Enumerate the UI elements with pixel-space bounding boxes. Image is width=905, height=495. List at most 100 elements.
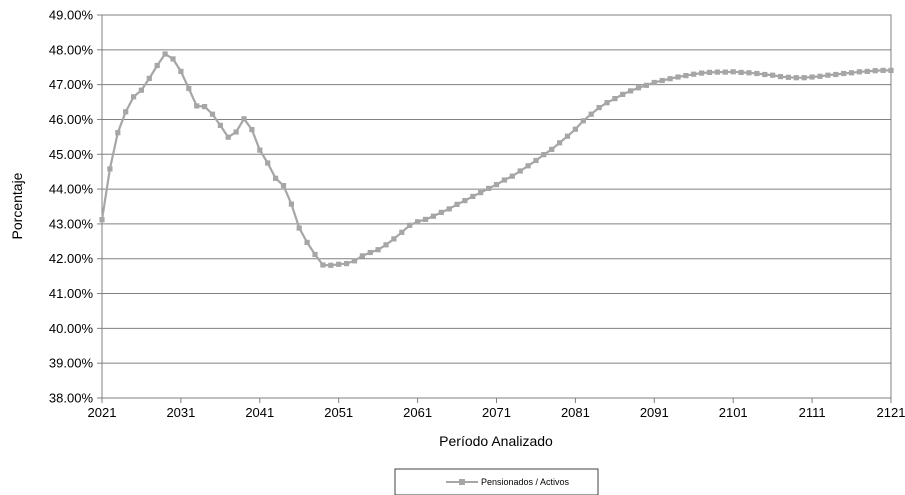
data-point [557,140,563,146]
data-point [115,130,121,136]
data-point [683,73,689,79]
data-point [107,166,113,172]
data-point [170,56,176,62]
data-point [391,236,397,242]
data-point [643,82,649,88]
data-point [359,253,365,259]
data-point [217,122,223,128]
data-point [738,69,744,75]
x-tick-label: 2111 [799,405,826,420]
data-point [328,262,334,268]
data-point [123,109,129,115]
x-tick-label: 2051 [324,405,353,420]
data-point [399,229,405,235]
x-tick-label: 2031 [166,405,195,420]
data-point [486,185,492,191]
x-tick-label: 2041 [245,405,274,420]
data-point [186,85,192,92]
data-point [667,76,673,82]
data-point [714,69,720,75]
data-point [375,247,381,253]
y-tick-label: 44.00% [49,182,94,197]
y-tick-label: 39.00% [49,356,94,371]
data-point [162,51,168,57]
x-tick-label: 2081 [561,405,590,420]
data-point [612,96,618,102]
data-point [596,105,602,111]
data-point [817,73,823,79]
data-point [257,147,263,153]
data-point [351,258,358,264]
data-point [635,85,642,91]
x-tick-label: 2061 [403,405,432,420]
y-tick-label: 48.00% [49,42,94,57]
x-tick-label: 2071 [482,405,511,420]
data-point [407,222,413,228]
x-tick-label: 2091 [640,405,669,420]
data-point [628,88,634,94]
y-tick-label: 49.00% [49,8,94,23]
y-tick-label: 45.00% [49,147,94,162]
data-point [762,71,768,78]
x-axis-ticks: 2021 2031 2041 2051 2061 2071 2081 2091 2101 2111… [88,398,905,420]
data-point [880,67,886,73]
data-point [754,70,760,77]
data-point [265,160,271,166]
y-axis-ticks: 38.00% 39.00% 40.00% 41.00% 42.00% 43.00% 44.0… [49,8,102,406]
data-point [454,201,460,207]
data-point [470,193,476,199]
plot-area [101,14,892,399]
y-tick-label: 40.00% [49,321,94,336]
data-point [273,175,279,181]
data-point [367,249,373,256]
data-point [706,69,713,75]
data-point [280,183,287,189]
data-point [296,225,302,231]
data-point [651,79,657,86]
legend-label: Pensionados / Activos [481,477,570,487]
data-point [288,201,294,207]
y-tick-label: 42.00% [49,251,94,266]
data-point [146,75,152,81]
y-tick-label: 47.00% [49,77,94,92]
data-point [422,216,429,222]
data-point [888,67,894,73]
data-point [825,72,831,78]
data-point [233,129,239,135]
data-point [785,74,791,80]
legend-box [394,468,599,495]
data-point [659,77,665,84]
data-point [533,157,539,164]
data-point [691,71,697,77]
data-point [722,69,728,75]
data-point [99,217,105,223]
data-point [249,127,255,133]
legend-marker-swatch [459,479,465,485]
data-point [793,75,799,81]
data-point [746,70,752,76]
x-axis-title: Período Analizado [439,433,553,449]
data-point [320,262,326,268]
data-point [525,163,531,169]
data-point [509,173,515,179]
data-point [604,100,610,106]
data-point [801,75,807,81]
data-point [344,261,350,267]
data-point [202,104,208,110]
data-point [194,103,200,109]
data-point [841,70,847,77]
data-point [588,111,594,117]
data-point [225,134,231,140]
legend: Pensionados / Activos [394,468,599,495]
data-point [809,74,815,80]
data-point [178,68,184,74]
data-point [833,71,839,78]
data-point [770,72,776,78]
data-point [675,74,681,80]
data-point [699,70,705,76]
y-tick-label: 43.00% [49,216,94,231]
data-point [304,239,310,245]
x-tick-label: 2021 [88,405,117,420]
data-point [131,94,137,100]
